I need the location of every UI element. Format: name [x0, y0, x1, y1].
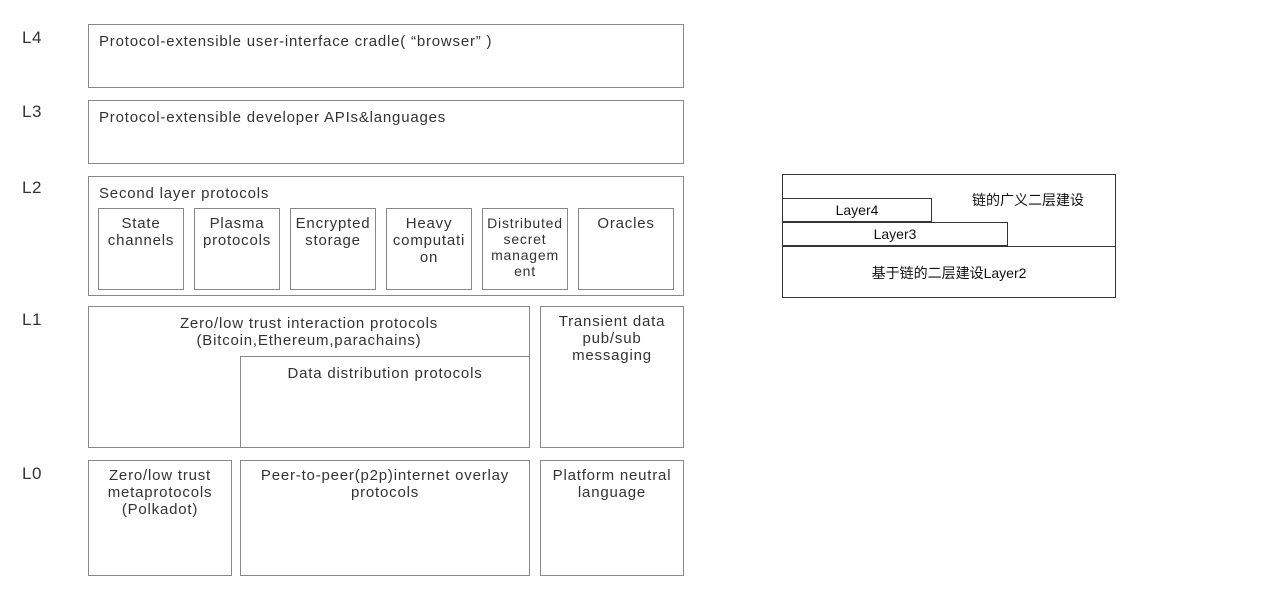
rbox-outer-title: 链的广义二层建设 — [972, 190, 1084, 210]
l2-item-0: State channels — [99, 209, 183, 249]
box-l3: Protocol-extensible developer APIs&langu… — [88, 100, 684, 164]
l2-item-1: Plasma protocols — [195, 209, 279, 249]
l1-zero-trust-text: Zero/low trust interaction protocols (Bi… — [89, 307, 529, 349]
box-l2-item-3: Heavy computation — [386, 208, 472, 290]
layer-label-l1: L1 — [22, 310, 42, 330]
box-l1-data-dist: Data distribution protocols — [240, 356, 530, 448]
box-l3-text: Protocol-extensible developer APIs&langu… — [89, 101, 683, 126]
rbox-layer2: 基于链的二层建设Layer2 — [782, 246, 1116, 298]
rbox-layer3: Layer3 — [782, 222, 1008, 246]
l0-platform-text: Platform neutral language — [541, 461, 683, 501]
box-l2-title: Second layer protocols — [89, 177, 683, 204]
l2-item-3: Heavy computation — [387, 209, 471, 266]
l0-p2p-text: Peer-to-peer(p2p)internet overlay protoc… — [241, 461, 529, 501]
box-l2-item-2: Encrypted storage — [290, 208, 376, 290]
l2-item-4: Distributed secret management — [483, 209, 567, 279]
rbox-layer4-text: Layer4 — [783, 199, 931, 218]
diagram-canvas: L4 L3 L2 L1 L0 Protocol-extensible user-… — [0, 0, 1273, 602]
box-l1-transient: Transient data pub/sub messaging — [540, 306, 684, 448]
rbox-layer3-text: Layer3 — [783, 223, 1007, 242]
box-l2-item-4: Distributed secret management — [482, 208, 568, 290]
box-l4: Protocol-extensible user-interface cradl… — [88, 24, 684, 88]
layer-label-l2: L2 — [22, 178, 42, 198]
layer-label-l4: L4 — [22, 28, 42, 48]
l0-meta-text: Zero/low trust metaprotocols (Polkadot) — [89, 461, 231, 518]
box-l0-platform: Platform neutral language — [540, 460, 684, 576]
layer-label-l3: L3 — [22, 102, 42, 122]
rbox-layer4: Layer4 — [782, 198, 932, 222]
l2-item-5: Oracles — [579, 209, 673, 232]
box-l2-item-0: State channels — [98, 208, 184, 290]
box-l0-p2p: Peer-to-peer(p2p)internet overlay protoc… — [240, 460, 530, 576]
box-l0-meta: Zero/low trust metaprotocols (Polkadot) — [88, 460, 232, 576]
l1-transient-text: Transient data pub/sub messaging — [541, 307, 683, 364]
box-l4-text: Protocol-extensible user-interface cradl… — [89, 25, 683, 50]
l2-item-2: Encrypted storage — [291, 209, 375, 249]
l1-data-dist-text: Data distribution protocols — [241, 357, 529, 382]
rbox-layer2-text: 基于链的二层建设Layer2 — [783, 247, 1115, 283]
box-l2-item-1: Plasma protocols — [194, 208, 280, 290]
layer-label-l0: L0 — [22, 464, 42, 484]
box-l2-item-5: Oracles — [578, 208, 674, 290]
